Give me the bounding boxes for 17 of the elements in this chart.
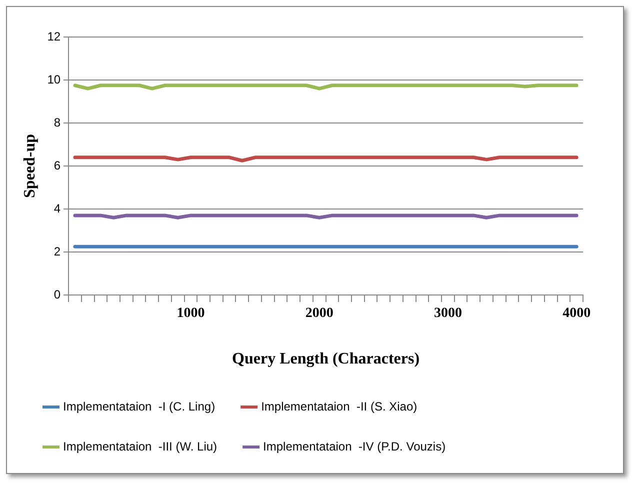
y-tick-label: 4 bbox=[54, 201, 61, 216]
y-tick-label: 12 bbox=[47, 29, 61, 44]
x-tick-label: 4000 bbox=[562, 306, 591, 322]
y-tick-label: 2 bbox=[54, 244, 61, 258]
y-tick-label: 8 bbox=[54, 115, 61, 130]
x-tick-label: 1000 bbox=[176, 306, 205, 322]
legend-label: Implementataion -III (W. Liu) bbox=[63, 439, 218, 454]
x-tick-label: 2000 bbox=[305, 306, 334, 322]
legend-label: Implementataion -IV (P.D. Vouzis) bbox=[263, 439, 446, 454]
x-axis-title: Query Length (Characters) bbox=[232, 350, 420, 368]
y-tick-label: 10 bbox=[47, 72, 61, 86]
y-tick-label: 6 bbox=[54, 158, 61, 172]
x-tick-label: 3000 bbox=[434, 306, 462, 322]
y-axis-title: Speed-up bbox=[22, 134, 39, 198]
legend-label: Implementataion -II (S. Xiao) bbox=[261, 399, 418, 414]
y-tick-label: 0 bbox=[54, 287, 61, 302]
legend-label: Implementataion -I (C. Ling) bbox=[63, 399, 216, 414]
